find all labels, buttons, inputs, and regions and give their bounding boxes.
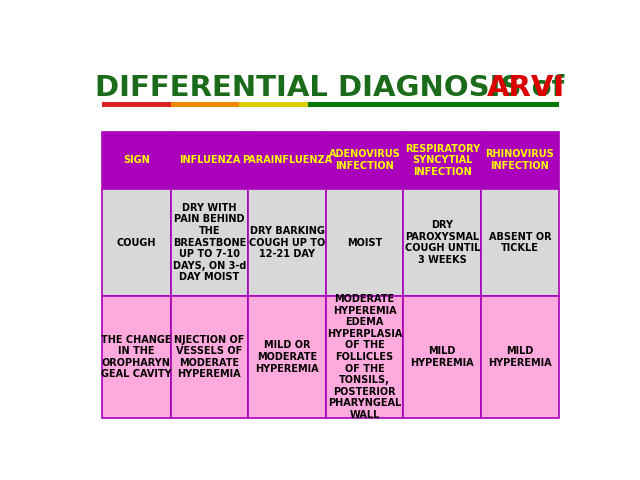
Bar [248,132,326,189]
Text: COUGH: COUGH [116,238,156,248]
Text: PARAINFLUENZA: PARAINFLUENZA [242,155,332,165]
Bar [239,102,308,108]
Text: DIFFERENTIAL DIAGNOSIS of: DIFFERENTIAL DIAGNOSIS of [95,74,584,102]
Bar [102,132,170,189]
Bar [326,132,403,189]
Text: ABSENT OR
TICKLE: ABSENT OR TICKLE [488,232,551,253]
Bar [445,102,559,108]
Text: INFLUENZA: INFLUENZA [179,155,240,165]
Text: MILD
HYPEREMIA: MILD HYPEREMIA [410,346,474,368]
Bar [481,132,559,189]
Text: ARVI: ARVI [486,74,565,102]
Text: RHINOVIRUS
INFECTION: RHINOVIRUS INFECTION [486,149,554,171]
Bar [326,189,403,296]
Bar [102,189,170,296]
Text: SIGN: SIGN [123,155,150,165]
Text: RESPIRATORY
SYNCYTIAL
INFECTION: RESPIRATORY SYNCYTIAL INFECTION [404,144,480,177]
Text: ADENOVIRUS
INFECTION: ADENOVIRUS INFECTION [329,149,401,171]
Text: NJECTION OF
VESSELS OF
MODERATE
HYPEREMIA: NJECTION OF VESSELS OF MODERATE HYPEREMI… [174,335,244,380]
Bar [481,296,559,418]
Bar [170,132,248,189]
Bar [102,102,171,108]
Bar [170,189,248,296]
Bar [248,296,326,418]
Bar [102,296,170,418]
Text: MILD OR
MODERATE
HYPEREMIA: MILD OR MODERATE HYPEREMIA [255,340,319,374]
Text: MILD
HYPEREMIA: MILD HYPEREMIA [488,346,552,368]
Text: MODERATE
HYPEREMIA
EDEMA
HYPERPLASIA
OF THE
FOLLICLES
OF THE
TONSILS,
POSTERIOR
: MODERATE HYPEREMIA EDEMA HYPERPLASIA OF … [327,294,403,420]
Bar [326,296,403,418]
Text: DRY
PAROXYSMAL
COUGH UNTIL
3 WEEKS: DRY PAROXYSMAL COUGH UNTIL 3 WEEKS [404,220,480,265]
Text: DRY BARKING
COUGH UP TO
12-21 DAY: DRY BARKING COUGH UP TO 12-21 DAY [249,226,325,259]
Bar [481,189,559,296]
Bar [403,132,481,189]
Text: MOIST: MOIST [347,238,382,248]
Bar [170,296,248,418]
Bar [403,296,481,418]
Bar [171,102,239,108]
Bar [248,189,326,296]
Bar [308,102,445,108]
Text: DRY WITH
PAIN BEHIND
THE
BREASTBONE
UP TO 7-10
DAYS, ON 3-d
DAY MOIST: DRY WITH PAIN BEHIND THE BREASTBONE UP T… [173,203,246,282]
Bar [403,189,481,296]
Text: THE CHANGE
IN THE
OROPHARYN
GEAL CAVITY: THE CHANGE IN THE OROPHARYN GEAL CAVITY [101,335,172,380]
